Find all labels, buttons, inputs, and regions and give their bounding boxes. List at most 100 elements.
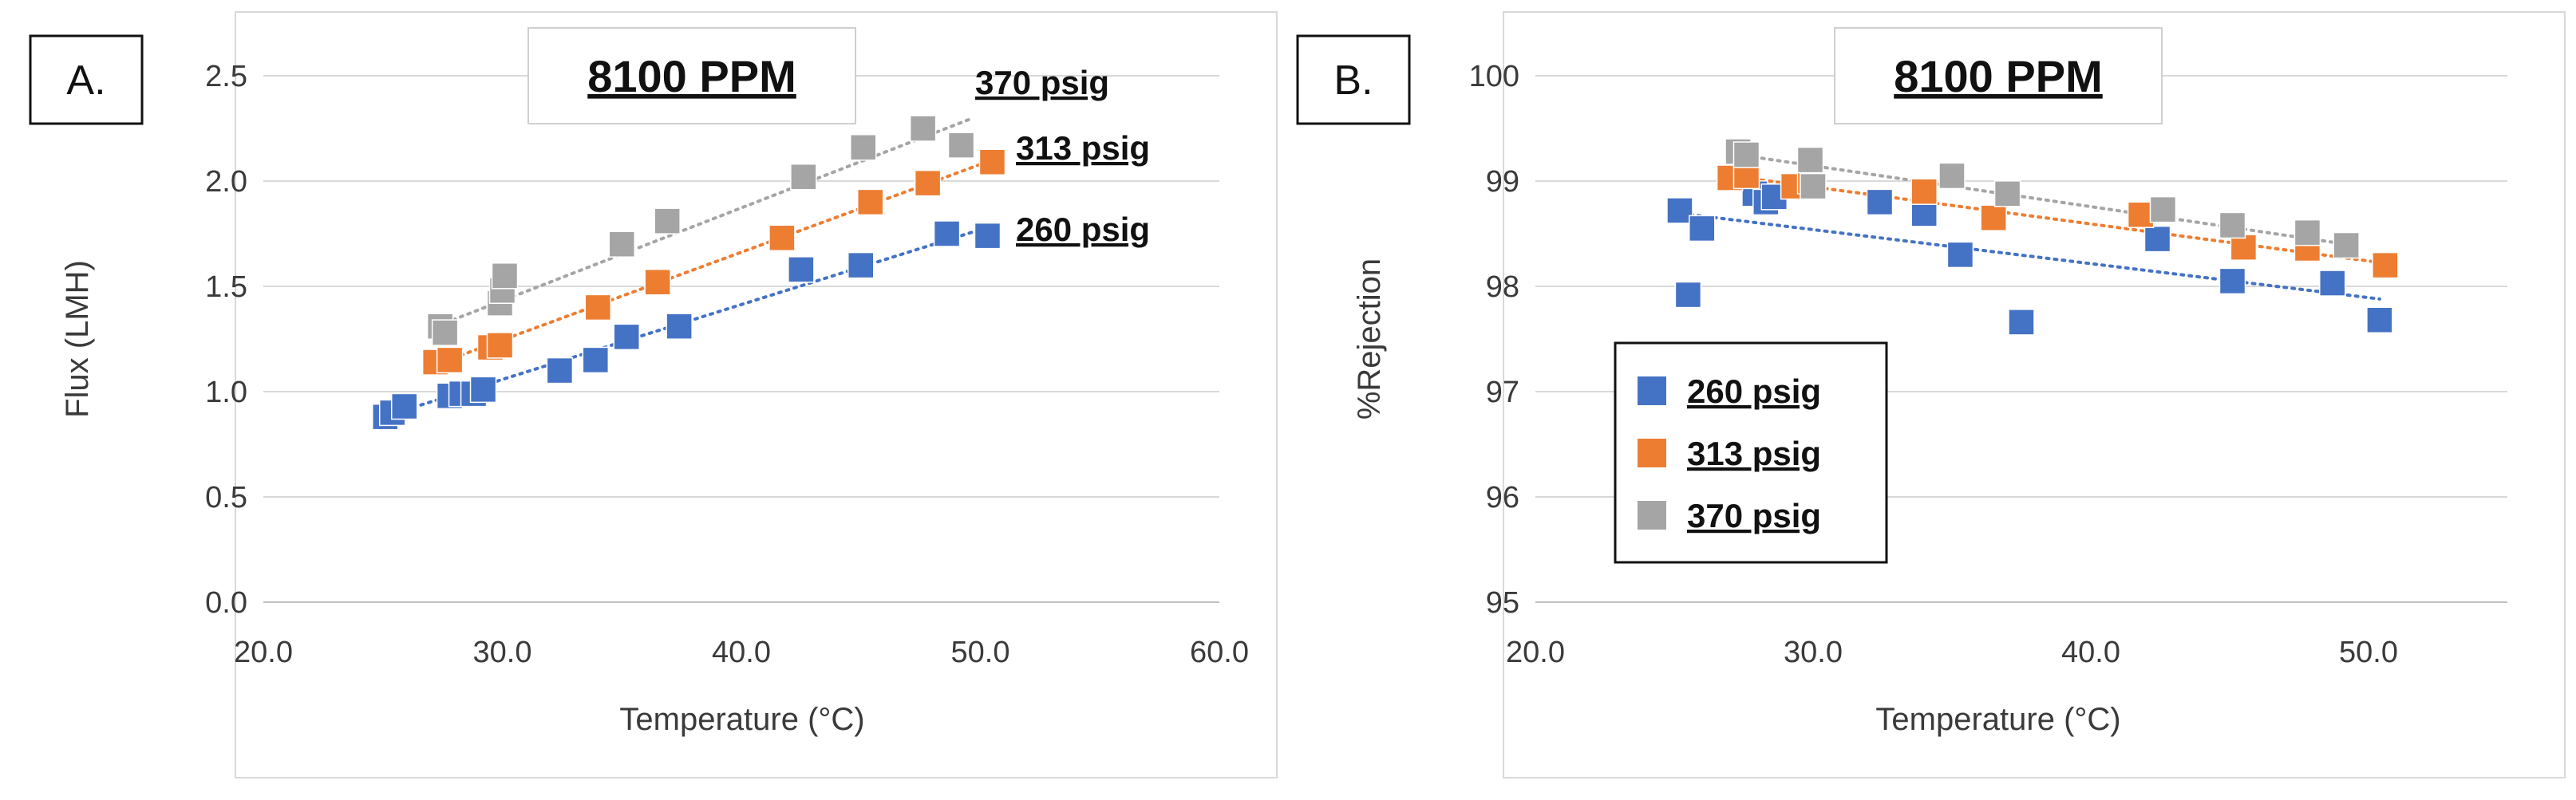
x-tick-label: 40.0: [712, 636, 771, 669]
legend-label: 370 psig: [1687, 497, 1821, 534]
data-point: [654, 207, 681, 234]
trendline: [1736, 153, 2349, 246]
chart-title-box: [527, 27, 856, 124]
data-point: [1666, 197, 1693, 224]
panel-label-box: [1296, 34, 1411, 125]
y-axis-title: Flux (LMH): [60, 260, 95, 418]
data-point: [933, 220, 961, 247]
data-point: [644, 268, 671, 296]
data-point: [1674, 281, 1702, 309]
chart-frame: [235, 11, 1278, 778]
data-point: [608, 231, 635, 258]
chart-panel-a: 0.0 0.5 1.0 1.5 2.0 2.5 20.0 30.0 40.0 50.0 60.0 Te…: [29, 11, 1278, 778]
data-point: [436, 346, 464, 374]
data-point: [849, 134, 877, 161]
data-point: [847, 251, 875, 279]
data-point: [1946, 241, 1974, 269]
trendline: [1673, 211, 2381, 301]
y-tick-label: 98: [1486, 270, 1519, 304]
data-point: [613, 323, 640, 351]
data-point: [1993, 180, 2021, 207]
series-label: 260 psig: [1016, 211, 1150, 248]
trendline: [429, 116, 975, 330]
y-tick-label: 0.0: [205, 586, 247, 620]
x-tick-label: 40.0: [2061, 636, 2120, 669]
x-tick-label: 30.0: [473, 636, 532, 669]
x-tick-label: 50.0: [951, 636, 1010, 669]
legend-label: 313 psig: [1687, 435, 1821, 472]
data-point: [491, 262, 519, 290]
legend-swatch: [1638, 501, 1666, 530]
rejection-chart: 95 96 97 98 99 100 20.0 30.0 40.0 50.0 Temperature…: [1296, 11, 2566, 778]
data-point: [2372, 251, 2399, 279]
x-tick-label: 20.0: [234, 636, 293, 669]
series-label: 313 psig: [1016, 129, 1150, 167]
x-tick-label: 20.0: [1506, 636, 1565, 669]
data-point: [2218, 267, 2246, 295]
data-point: [2333, 231, 2360, 259]
data-point: [768, 224, 796, 252]
data-point: [1689, 215, 1716, 242]
chart-title: 8100 PPM: [1894, 51, 2103, 101]
panel-label: A.: [66, 57, 105, 104]
y-tick-label: 99: [1486, 165, 1519, 199]
data-point: [974, 222, 1002, 250]
chart-title-box: [1834, 27, 2163, 124]
data-point: [584, 294, 612, 321]
legend-swatch: [1638, 439, 1666, 467]
flux-chart: 0.0 0.5 1.0 1.5 2.0 2.5 20.0 30.0 40.0 50.0 60.0 Te…: [29, 11, 1278, 778]
data-point: [2230, 234, 2258, 261]
y-tick-label: 0.5: [205, 481, 247, 514]
data-point: [1796, 146, 1824, 174]
y-tick-label: 100: [1469, 60, 1519, 93]
data-point: [666, 313, 693, 340]
data-point: [582, 346, 610, 374]
data-point: [2149, 195, 2177, 223]
data-point: [486, 332, 514, 359]
data-point: [947, 132, 975, 159]
chart-title: 8100 PPM: [587, 51, 796, 101]
x-axis-title: Temperature (°C): [619, 702, 864, 737]
legend-label: 260 psig: [1687, 372, 1821, 410]
trendline: [1728, 174, 2387, 265]
trendline: [429, 158, 994, 368]
data-point: [790, 163, 817, 191]
panel-label-box: [29, 34, 144, 125]
data-point: [856, 188, 884, 216]
y-tick-label: 2.0: [205, 165, 247, 199]
x-tick-label: 60.0: [1190, 636, 1249, 669]
chart-frame: [1503, 11, 2566, 778]
data-point: [1910, 178, 1938, 205]
y-tick-label: 1.0: [205, 376, 247, 409]
data-point: [2366, 306, 2393, 333]
legend-swatch: [1638, 376, 1666, 405]
data-point: [2319, 270, 2346, 297]
data-point: [1866, 188, 1894, 216]
x-axis-title: Temperature (°C): [1875, 702, 2120, 737]
data-point: [978, 148, 1006, 175]
data-point: [390, 392, 418, 420]
y-tick-label: 95: [1486, 586, 1519, 620]
panel-label: B.: [1333, 57, 1373, 104]
x-tick-label: 50.0: [2339, 636, 2398, 669]
y-tick-label: 1.5: [205, 270, 247, 304]
data-point: [546, 357, 574, 384]
y-tick-label: 97: [1486, 376, 1519, 409]
data-point: [788, 256, 815, 283]
x-tick-label: 30.0: [1784, 636, 1843, 669]
series-label: 370 psig: [975, 64, 1109, 101]
data-point: [1800, 172, 1827, 200]
data-point: [1938, 162, 1966, 190]
data-point: [1732, 141, 1760, 168]
data-point: [2143, 225, 2171, 253]
y-tick-label: 2.5: [205, 60, 247, 93]
data-point: [2294, 219, 2321, 246]
chart-panel-b: 95 96 97 98 99 100 20.0 30.0 40.0 50.0 Temperature…: [1288, 0, 2576, 800]
data-point: [469, 376, 497, 404]
data-point: [909, 115, 937, 142]
y-axis-title: %Rejection: [1352, 258, 1387, 420]
data-point: [2008, 309, 2035, 336]
data-point: [2218, 211, 2246, 239]
y-tick-label: 96: [1486, 481, 1519, 514]
data-point: [1980, 204, 2007, 231]
